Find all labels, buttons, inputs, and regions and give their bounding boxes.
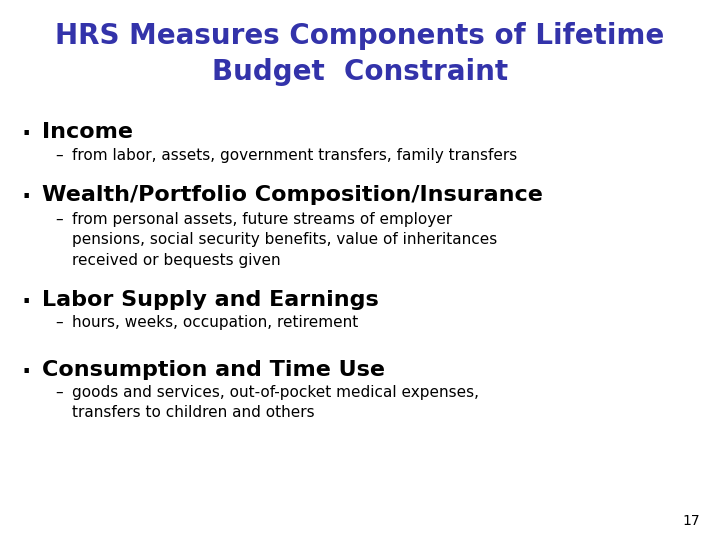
Text: from personal assets, future streams of employer
pensions, social security benef: from personal assets, future streams of … [72,212,498,268]
Text: hours, weeks, occupation, retirement: hours, weeks, occupation, retirement [72,315,359,330]
Text: Wealth/Portfolio Composition/Insurance: Wealth/Portfolio Composition/Insurance [42,185,543,205]
Text: –: – [55,385,63,400]
Text: Income: Income [42,122,133,142]
Text: Budget  Constraint: Budget Constraint [212,58,508,86]
Text: 17: 17 [683,514,700,528]
Text: –: – [55,148,63,163]
Text: –: – [55,212,63,227]
Text: from labor, assets, government transfers, family transfers: from labor, assets, government transfers… [72,148,517,163]
Text: Labor Supply and Earnings: Labor Supply and Earnings [42,290,379,310]
Text: ·: · [22,122,32,146]
Text: HRS Measures Components of Lifetime: HRS Measures Components of Lifetime [55,22,665,50]
Text: Consumption and Time Use: Consumption and Time Use [42,360,385,380]
Text: ·: · [22,185,32,209]
Text: –: – [55,315,63,330]
Text: ·: · [22,360,32,384]
Text: ·: · [22,290,32,314]
Text: goods and services, out-of-pocket medical expenses,
transfers to children and ot: goods and services, out-of-pocket medica… [72,385,479,421]
